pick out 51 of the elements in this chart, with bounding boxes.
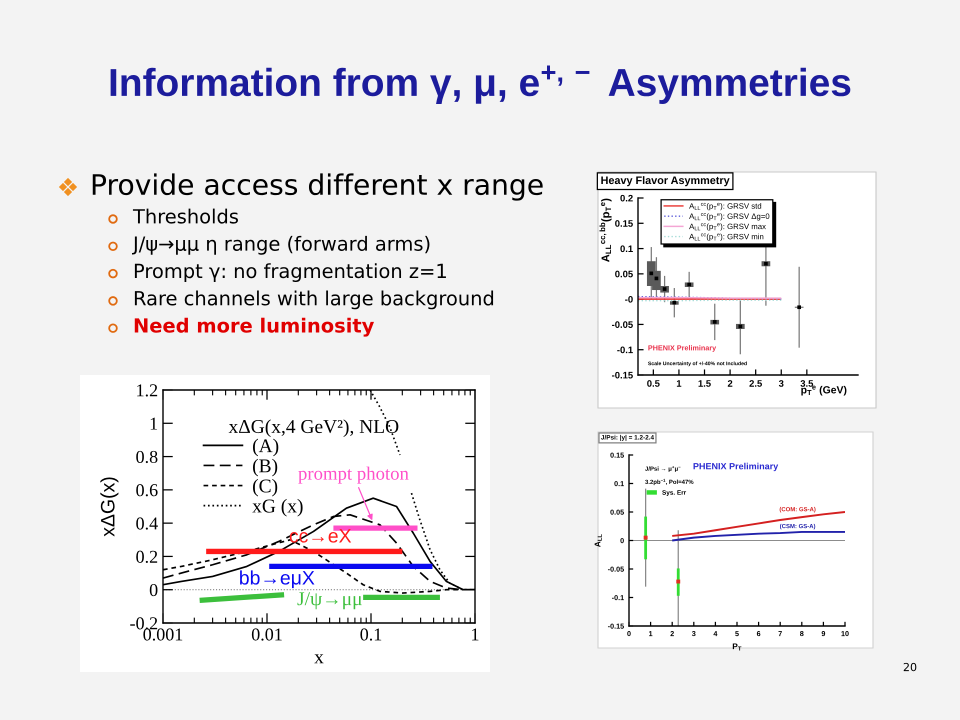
text: Provide access different x range [92,173,543,201]
x-tick-label: 1 [472,628,478,640]
x-axis-title: p$_{T}$$^{e}$ (GeV) [801,386,846,396]
legend-label: (B) [253,458,278,476]
x-tick-label: 0.5 [647,380,660,387]
y-tick-label: 0 [150,584,158,596]
y-tick-label: 0.2 [136,550,158,563]
y-tick-label: -0 [625,296,633,303]
y-tick-label: 0.4 [136,517,158,530]
y-tick-label: 1 [150,418,158,430]
x-tick-label: 3.5 [800,380,814,387]
x-tick-label: 0.01 [252,628,282,641]
text: prompt photon [298,466,409,484]
legend-title: xΔG(x,4 GeV²), NLO [228,419,398,438]
text: Prompt γ: no fragmentation z=1 [134,263,446,282]
x-axis-title: P$_{T}$ [732,643,742,650]
legend-label: (A) [253,438,278,456]
text: Need more luminosity [134,318,374,337]
legend-label: xG (x) [252,498,303,517]
y-tick-label: -0.2 [130,617,158,630]
y-axis-title: A$_{LL}$$^{cc,bb}$(p$_{T}$$^{e}$) [599,198,612,262]
y-tick-label: 0.15 [615,220,633,227]
x-tick-label: 1.5 [698,380,711,387]
x-tick-label: 2.5 [749,380,762,387]
x-tick-label: 1 [676,380,682,387]
y-tick-label: 0.2 [620,194,633,202]
text: Rare channels with large background [134,290,494,310]
y-tick-label: -0.1 [617,346,633,354]
text: Information from γ, μ, e$^{+,−}$ Asymmetries [110,66,850,104]
y-axis-title: A$_{LL}$ [594,534,602,548]
legend-label: (C) [253,478,278,496]
y-tick-label: -0.05 [612,321,633,328]
text: 20 [904,662,916,672]
y-tick-label: 0.05 [615,270,633,278]
chart-title: Heavy Flavor Asymmetry [601,176,730,186]
series-label: bb→eμX [240,570,314,588]
text: J/ψ→μμ η range (forward arms) [132,236,430,255]
y-tick-label: 1.2 [137,384,158,397]
x-tick-label: 3 [778,380,784,387]
annotation: PHENIX Preliminary [694,462,778,472]
text: Thresholds [132,208,238,224]
series-label: J/ψ→μμ [297,592,362,610]
y-tick-label: 0.6 [136,484,158,496]
y-axis-title: xΔG(x) [100,477,118,537]
y-tick-label: 0.8 [136,450,158,464]
y-tick-label: -0.15 [612,372,633,379]
x-tick-label: 0.1 [360,628,382,641]
x-tick-label: 0.001 [143,628,182,641]
x-tick-label: 2 [728,380,732,387]
y-tick-label: 0.1 [620,245,633,252]
x-axis-title: x [314,654,324,664]
